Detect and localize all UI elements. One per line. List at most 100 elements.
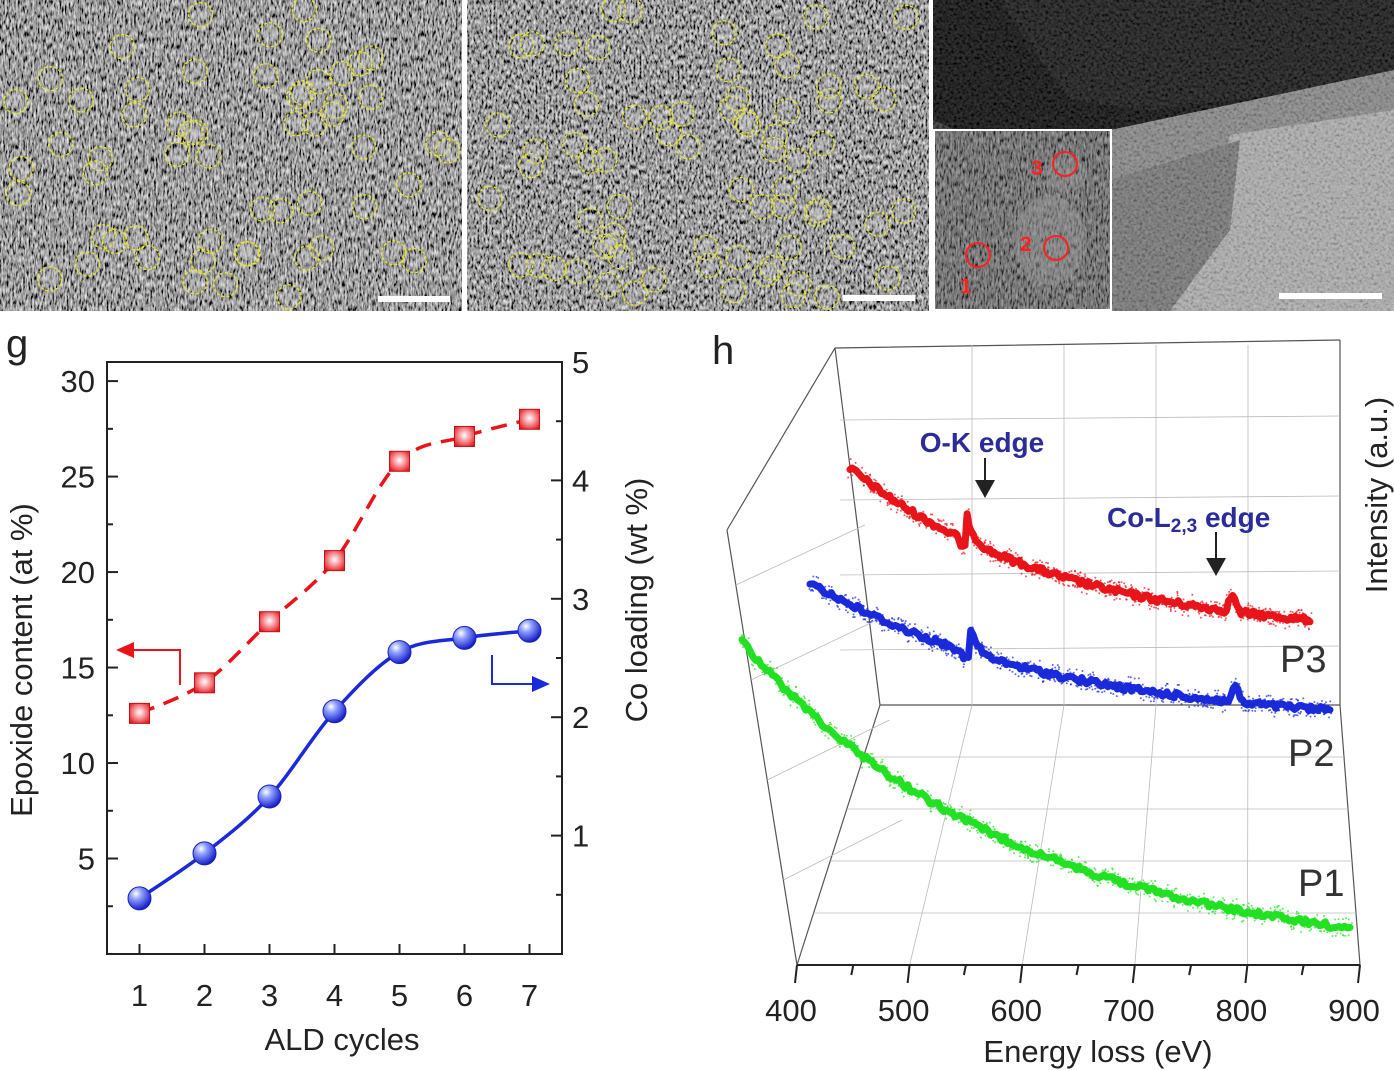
spectrum-scatter-point: [930, 810, 933, 813]
bright-atom: [877, 91, 892, 106]
spectrum-scatter-point: [1141, 683, 1144, 686]
spectrum-scatter-point: [1240, 707, 1243, 710]
bright-atom: [258, 68, 273, 83]
spectrum-scatter-point: [1299, 712, 1302, 715]
spectrum-scatter-point: [1011, 670, 1014, 673]
spectrum-scatter-point: [1289, 610, 1292, 613]
spectrum-scatter-point: [1313, 715, 1316, 718]
spectrum-scatter-point: [992, 839, 995, 842]
x-axis-title-h: Energy loss (eV): [983, 1034, 1212, 1069]
spectrum-scatter-point: [1270, 711, 1273, 714]
x-tick-label-g: 2: [196, 978, 213, 1013]
series-layer-h: [738, 458, 1354, 938]
spectrum-scatter-point: [1070, 570, 1073, 573]
spectrum-scatter-point: [864, 618, 867, 621]
spectrum-scatter-point: [1014, 840, 1017, 843]
annotation-co-l-subscript: 2,3: [1171, 516, 1197, 537]
atom-marker-circle: [577, 148, 604, 174]
spectrum-scatter-point: [1225, 914, 1228, 917]
atom-marker-circle: [648, 104, 674, 131]
epoxide-point: [259, 611, 280, 633]
spectrum-scatter-point: [1222, 912, 1225, 915]
spectrum-scatter-point: [975, 829, 978, 832]
spectrum-scatter-point: [1249, 604, 1252, 607]
spectrum-scatter-point: [747, 637, 750, 640]
bright-atom: [193, 7, 208, 22]
spectrum-scatter-point: [866, 607, 869, 610]
atom-marker-circle: [435, 138, 461, 164]
spectrum-scatter-point: [936, 647, 939, 650]
spectrum-scatter-point: [1113, 598, 1116, 601]
spectrum-scatter-point: [1005, 656, 1008, 659]
spectrum-scatter-point: [1002, 846, 1005, 849]
spectrum-scatter-point: [1088, 867, 1091, 870]
spectrum-scatter-point: [1153, 606, 1156, 609]
spectrum-scatter-point: [1011, 656, 1014, 659]
spectrum-scatter-point: [1292, 926, 1295, 929]
bright-atom: [170, 147, 185, 162]
spectrum-scatter-point: [858, 600, 861, 603]
spectrum-line-p3: [846, 464, 1314, 626]
spectrum-scatter-point: [1072, 671, 1075, 674]
spectrum-scatter-point: [1281, 698, 1284, 701]
bright-atom: [560, 36, 575, 51]
spectrum-scatter-point: [803, 697, 806, 700]
spectrum-scatter-point: [1107, 870, 1110, 873]
atom-marker-circle: [358, 45, 384, 71]
spectrum-scatter-point: [1078, 574, 1081, 577]
bright-atom: [335, 66, 350, 81]
spectrum-scatter-point: [1292, 927, 1295, 930]
spectrum-scatter-point: [1284, 627, 1287, 630]
spectrum-scatter-point: [1098, 592, 1101, 595]
atom-marker-circle: [123, 225, 149, 251]
spectrum-scatter-point: [1153, 697, 1156, 700]
spectrum-scatter-point: [957, 821, 960, 824]
spectrum-scatter-point: [1105, 594, 1108, 597]
spectrum-scatter-point: [1247, 902, 1250, 905]
atom-marker-circle: [732, 108, 759, 134]
spectrum-scatter-point: [1115, 695, 1118, 698]
atom-marker-circle: [803, 4, 829, 30]
spectrum-scatter-point: [1292, 715, 1295, 718]
spectrum-scatter-point: [1129, 676, 1132, 679]
x-tick-label-h: 400: [765, 993, 817, 1028]
atom-marker-circle: [197, 228, 224, 254]
spectrum-scatter-point: [900, 618, 903, 621]
spectrum-scatter-point: [1145, 695, 1148, 698]
spectrum-scatter-point: [811, 718, 814, 721]
atom-marker-circle: [166, 111, 193, 137]
spectrum-scatter-point: [1250, 904, 1253, 907]
spectrum-scatter-point: [1068, 570, 1071, 573]
spectrum-scatter-point: [1320, 930, 1323, 933]
spectrum-scatter-point: [827, 602, 830, 605]
spectrum-scatter-point: [914, 623, 917, 626]
atom-marker-circle: [401, 247, 428, 274]
spectrum-scatter-point: [1187, 689, 1190, 692]
spectrum-scatter-point: [1013, 852, 1016, 855]
bright-atom: [42, 271, 57, 286]
spectrum-scatter-point: [918, 523, 921, 526]
bright-atom: [698, 240, 713, 255]
spectrum-scatter-point: [961, 552, 964, 555]
spectrum-scatter-point: [1297, 624, 1300, 627]
spectrum-scatter-point: [742, 634, 745, 637]
plot-frame-g: [106, 361, 563, 955]
spectrum-scatter-point: [931, 649, 934, 652]
spectrum-scatter-point: [940, 649, 943, 652]
spectrum-scatter-point: [776, 667, 779, 670]
spectrum-scatter-point: [1283, 610, 1286, 613]
atom-marker-circle: [772, 177, 798, 203]
spectrum-scatter-point: [1186, 894, 1189, 897]
spectrum-scatter-point: [745, 652, 748, 655]
bright-atom: [307, 116, 322, 131]
spectrum-scatter-point: [1151, 882, 1154, 885]
atom-marker-circle: [724, 86, 751, 112]
spectrum-scatter-point: [992, 560, 995, 563]
atom-marker-circle: [774, 98, 800, 124]
spectrum-scatter-point: [1224, 617, 1227, 620]
atom-marker-circle: [319, 101, 346, 127]
x-tick-label-g: 4: [326, 978, 343, 1013]
bright-atom: [597, 153, 612, 168]
bright-atom: [130, 82, 145, 97]
spectrum-scatter-point: [1025, 672, 1028, 675]
